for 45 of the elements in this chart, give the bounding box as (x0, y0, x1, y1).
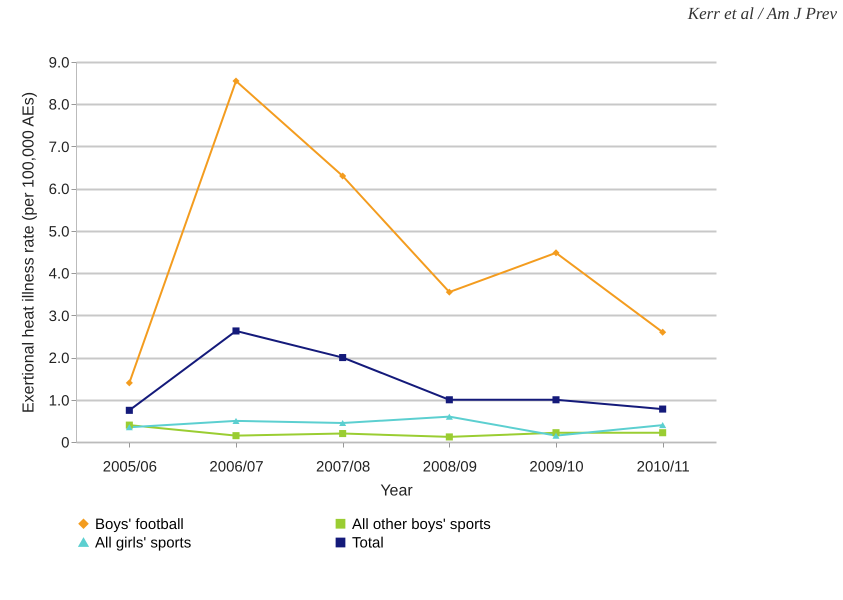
point (126, 379, 133, 386)
point (232, 327, 240, 334)
point (659, 429, 666, 436)
point (232, 418, 240, 424)
y-tick-label: 7.0 (48, 138, 70, 156)
point (446, 288, 453, 296)
y-tick-label: 2.0 (48, 350, 70, 368)
legend-label: All girls' sports (95, 534, 192, 552)
y-tick-label: 8.0 (48, 96, 70, 114)
y-tick-label: 6.0 (48, 181, 70, 198)
x-tick-label: 2008/09 (422, 458, 477, 476)
point (659, 406, 666, 413)
x-tick-label: 2007/08 (316, 458, 370, 476)
y-tick-label: 9.0 (48, 54, 70, 72)
y-tick-label: 3.0 (48, 308, 70, 325)
point (339, 354, 346, 362)
y-tick-label: 5.0 (48, 223, 70, 240)
y-tick-label: 0 (61, 434, 70, 452)
point (339, 430, 346, 438)
point (446, 433, 453, 440)
point (232, 432, 240, 440)
point (126, 406, 133, 414)
point (552, 396, 560, 404)
x-tick-label: 2009/10 (529, 458, 584, 476)
point (446, 414, 453, 420)
point (552, 432, 560, 439)
x-tick-label: 2010/11 (636, 458, 690, 476)
y-tick-label: 1.0 (48, 392, 70, 410)
point (659, 328, 666, 336)
legend-label: All other boys' sports (352, 516, 491, 533)
text: Kerr et al / Am J Prev (688, 4, 837, 24)
point (232, 77, 240, 85)
point (339, 420, 346, 426)
legend-label: Total (352, 534, 384, 552)
legend-label: Boys' football (95, 516, 184, 533)
point (126, 424, 133, 430)
point (659, 422, 666, 428)
point (339, 172, 346, 180)
y-axis-title: Exertional heat illness rate (per 100,000 AEs) (20, 92, 38, 414)
point (446, 396, 453, 404)
point (552, 249, 560, 256)
x-tick-label: 2006/07 (209, 458, 264, 476)
y-tick-label: 4.0 (48, 266, 70, 283)
x-axis-title: Year (380, 482, 414, 500)
x-tick-label: 2005/06 (102, 458, 157, 476)
